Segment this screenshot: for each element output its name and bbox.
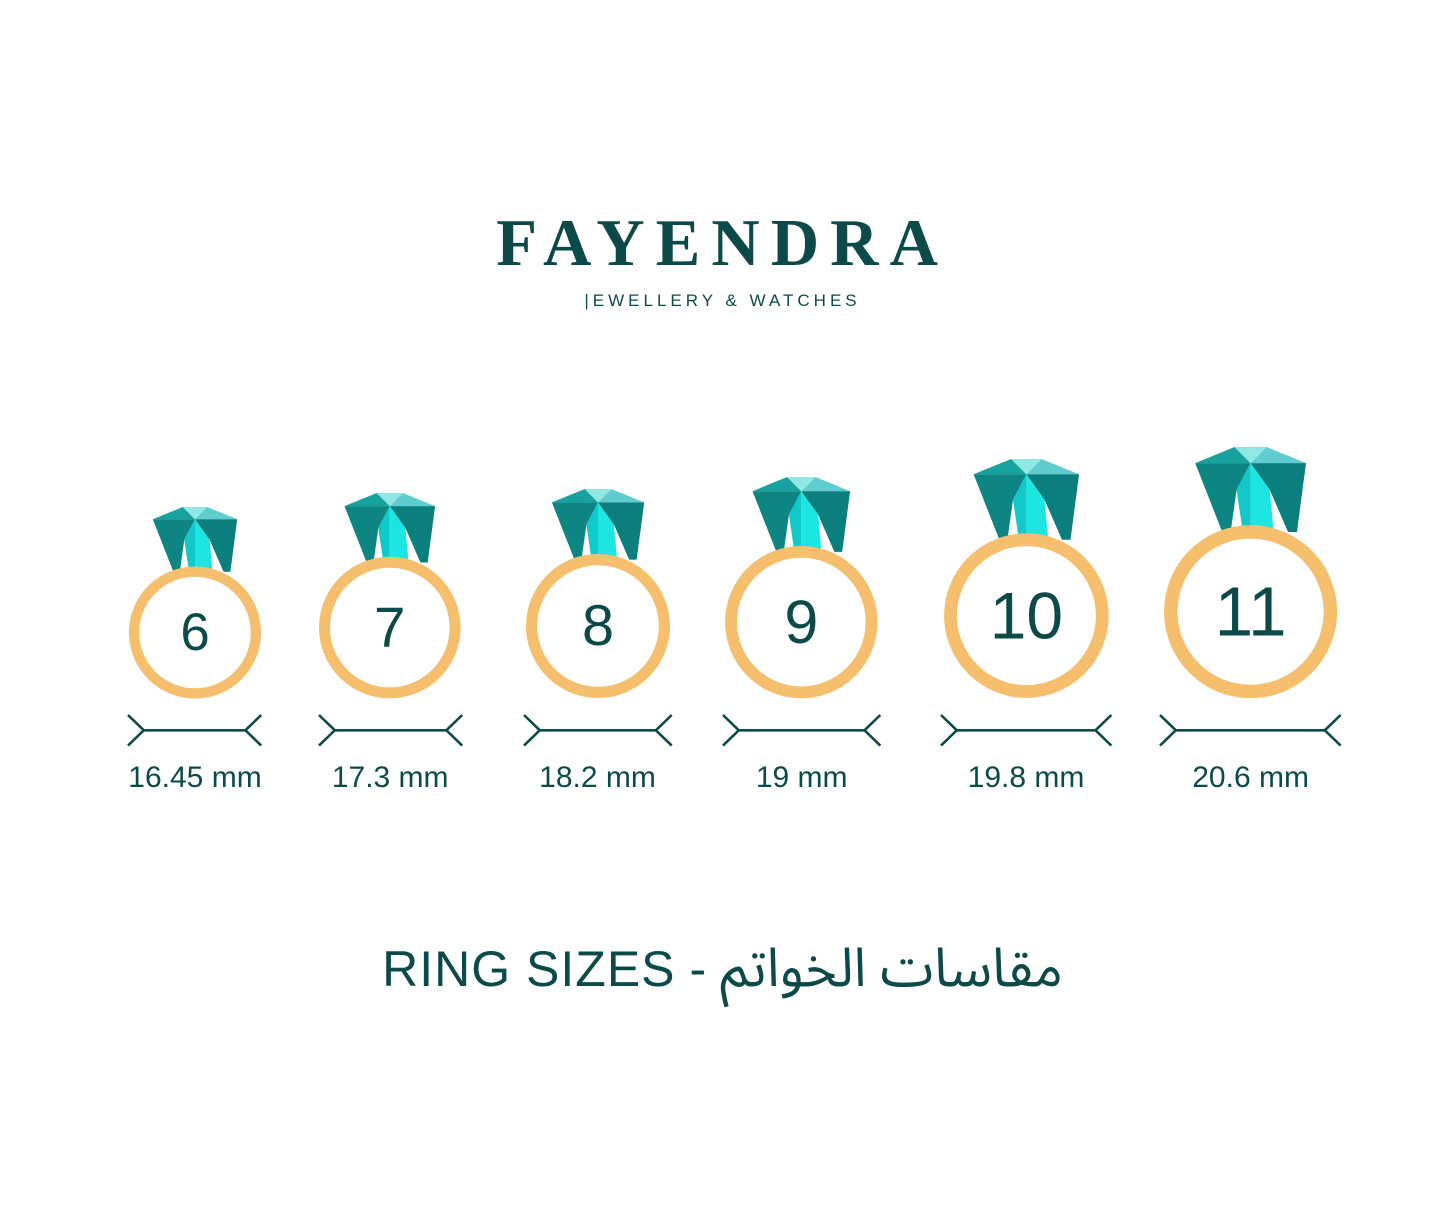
svg-text:7: 7 [374, 596, 405, 659]
svg-text:11: 11 [1215, 572, 1287, 650]
svg-text:8: 8 [581, 594, 613, 658]
svg-text:10: 10 [989, 579, 1062, 653]
svg-text:9: 9 [785, 588, 819, 656]
svg-text:6: 6 [180, 603, 209, 662]
